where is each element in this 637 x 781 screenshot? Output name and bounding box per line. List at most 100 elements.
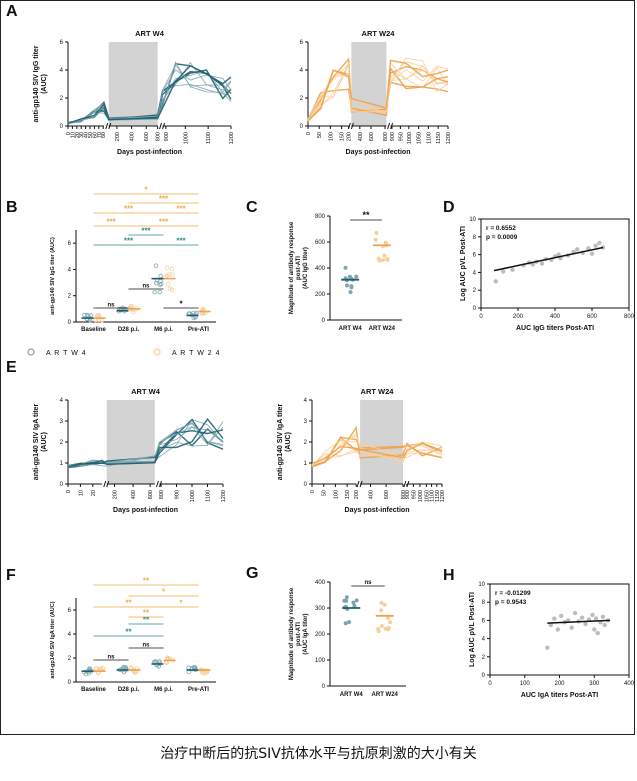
y-axis-label: (AUC IgG titer): [303, 247, 309, 289]
y-tick-label: 4: [304, 398, 308, 404]
axis-break: [162, 122, 166, 130]
significance-label: ***: [159, 218, 169, 227]
y-tick-label: 6: [68, 241, 72, 247]
x-tick-label: 800: [383, 132, 389, 141]
category-label: Pre-ATI: [188, 327, 209, 333]
x-tick-label: 1100: [206, 490, 212, 502]
data-point: [493, 279, 498, 284]
y-tick-label: 2: [304, 440, 308, 446]
legend-marker-w4: [27, 348, 35, 356]
plot-area-border: [480, 218, 630, 309]
animal-trajectory-line: [67, 64, 232, 125]
x-tick-label: 10: [70, 132, 76, 138]
x-tick-label: 200: [115, 132, 121, 141]
axis-break: [106, 480, 110, 488]
category-label: ART W24: [372, 692, 399, 698]
x-tick-label: 70: [97, 132, 103, 138]
category-label: Baseline: [81, 687, 106, 693]
y-tick-label: 0: [322, 318, 326, 324]
x-tick-label: 900: [390, 132, 396, 141]
data-point: [593, 243, 598, 248]
data-point: [169, 287, 175, 292]
x-tick-label: 50: [88, 132, 94, 138]
x-axis-label: AUC IgG titers Post-ATI: [516, 325, 594, 332]
data-point: [376, 627, 381, 632]
category-label: Pre-ATI: [188, 687, 209, 693]
legend-label-w24: A R T W 2 4: [172, 350, 220, 357]
data-point: [575, 247, 580, 252]
y-tick-label: 800: [315, 214, 326, 220]
significance-label: *: [179, 599, 183, 608]
x-tick-label: 1100: [426, 132, 432, 144]
x-tick-label: 50: [322, 490, 328, 496]
x-tick-label: 1200: [446, 132, 452, 144]
x-tick-label: 600: [369, 132, 375, 141]
x-tick-label: 1000: [407, 132, 413, 144]
x-tick-label: 20: [91, 490, 97, 496]
x-axis-label: AUC IgA titers Post-ATI: [521, 692, 598, 699]
y-tick-label: 0: [322, 684, 326, 690]
y-tick-label: 2: [473, 288, 477, 294]
data-point: [381, 258, 386, 262]
x-tick-label: 800: [624, 314, 635, 320]
significance-label: ***: [124, 205, 134, 214]
data-point: [386, 616, 390, 620]
y-tick-label: 0: [304, 482, 308, 488]
x-tick-label: 0: [488, 681, 492, 687]
category-label: M6 p.i.: [154, 687, 173, 693]
data-point: [379, 608, 384, 613]
category-label: ART W4: [339, 326, 363, 332]
data-point: [165, 282, 171, 287]
x-tick-label: 80: [101, 132, 107, 138]
significance-label: ns: [142, 284, 150, 290]
chart-title: ART W24: [362, 29, 396, 38]
y-tick-label: 4: [60, 68, 64, 74]
data-point: [589, 251, 595, 256]
panel-letter-e: E: [6, 359, 17, 376]
regression-line: [493, 246, 604, 272]
data-point: [131, 309, 136, 315]
significance-label: ***: [124, 237, 134, 246]
data-point: [157, 282, 162, 287]
x-tick-label: 950: [398, 132, 404, 141]
data-point: [510, 267, 515, 272]
art-interval-shade: [360, 400, 403, 484]
x-tick-label: 1000: [190, 490, 196, 502]
animal-trajectory-line: [67, 425, 224, 466]
x-tick-label: 50: [317, 132, 323, 138]
data-point: [592, 627, 597, 632]
x-axis-label: Days post-infection: [117, 149, 182, 156]
y-tick-label: 100: [315, 658, 326, 664]
x-tick-label: 800: [156, 132, 162, 141]
significance-label: **: [143, 616, 150, 625]
x-tick-label: 40: [84, 132, 90, 138]
y-tick-label: 3: [304, 419, 308, 425]
x-tick-label: 600: [148, 490, 154, 499]
x-tick-label: 950: [411, 490, 417, 499]
x-tick-label: 20: [75, 132, 81, 138]
y-tick-label: 0: [60, 482, 64, 488]
significance-label: ***: [106, 218, 116, 227]
y-tick-label: 2: [482, 655, 486, 661]
data-point: [593, 616, 599, 621]
significance-label: ns: [142, 643, 150, 649]
data-point: [158, 273, 163, 279]
y-axis-label: anti-gp140 SIV IgA titer (AUC): [50, 601, 56, 678]
x-axis-label: Days post-infection: [113, 507, 178, 514]
data-point: [385, 257, 390, 261]
y-tick-label: 4: [482, 637, 486, 643]
data-point: [600, 614, 606, 619]
y-tick-label: 200: [315, 292, 326, 298]
data-point: [343, 265, 348, 270]
y-tick-label: 6: [482, 618, 486, 624]
data-point: [597, 240, 602, 246]
significance-label: ***: [176, 205, 186, 214]
axis-break: [108, 122, 112, 130]
x-tick-label: 900: [164, 132, 170, 141]
data-point: [382, 253, 387, 258]
data-point: [555, 627, 560, 632]
data-point: [501, 269, 506, 274]
y-tick-label: 6: [473, 253, 477, 259]
chart-title: ART W4: [131, 387, 161, 396]
